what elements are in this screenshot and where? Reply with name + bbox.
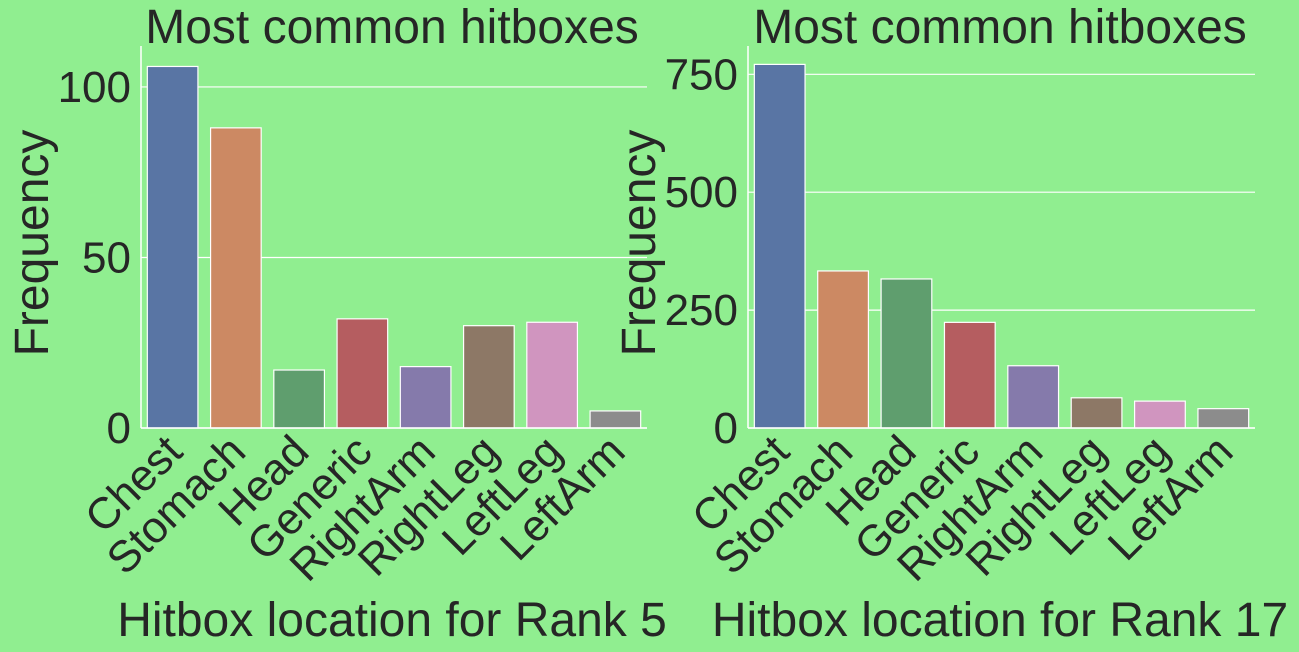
bars <box>146 65 642 429</box>
y-tick-label: 50 <box>82 233 131 282</box>
y-tick-label: 0 <box>107 404 131 453</box>
bar-generic <box>943 321 996 429</box>
y-tick-label: 500 <box>665 168 738 217</box>
y-tick-label: 250 <box>665 286 738 335</box>
bar-head <box>273 369 326 429</box>
chart-title: Most common hitboxes <box>145 1 639 54</box>
y-axis-label: Frequency <box>613 130 666 357</box>
y-axis-label: Frequency <box>6 130 59 357</box>
bar-rightleg <box>462 325 515 429</box>
bar-head <box>880 278 933 429</box>
y-tick-labels: 0 50 100 <box>58 63 131 453</box>
x-axis-label: Hitbox location for Rank 17 <box>712 594 1288 647</box>
bar-chest <box>146 65 199 429</box>
x-axis-label: Hitbox location for Rank 5 <box>117 594 667 647</box>
bar-rightarm <box>1007 365 1060 429</box>
y-tick-label: 0 <box>714 404 738 453</box>
bar-leftarm <box>1197 408 1250 429</box>
y-tick-label: 750 <box>665 50 738 99</box>
chart-title: Most common hitboxes <box>753 1 1247 54</box>
bar-leftarm <box>589 410 642 429</box>
y-tick-labels: 0 250 500 750 <box>665 50 738 453</box>
axis-spines <box>747 46 1255 429</box>
bar-generic <box>336 318 389 429</box>
bar-leftleg <box>526 321 579 429</box>
bar-chest <box>753 63 806 429</box>
y-tick-label: 100 <box>58 63 131 112</box>
bar-rightleg <box>1070 397 1123 429</box>
bar-stomach <box>209 127 262 429</box>
bar-stomach <box>817 270 870 429</box>
bars <box>753 63 1250 429</box>
bar-rightarm <box>399 366 452 429</box>
axis-spines <box>140 46 647 429</box>
bar-leftleg <box>1133 400 1186 429</box>
